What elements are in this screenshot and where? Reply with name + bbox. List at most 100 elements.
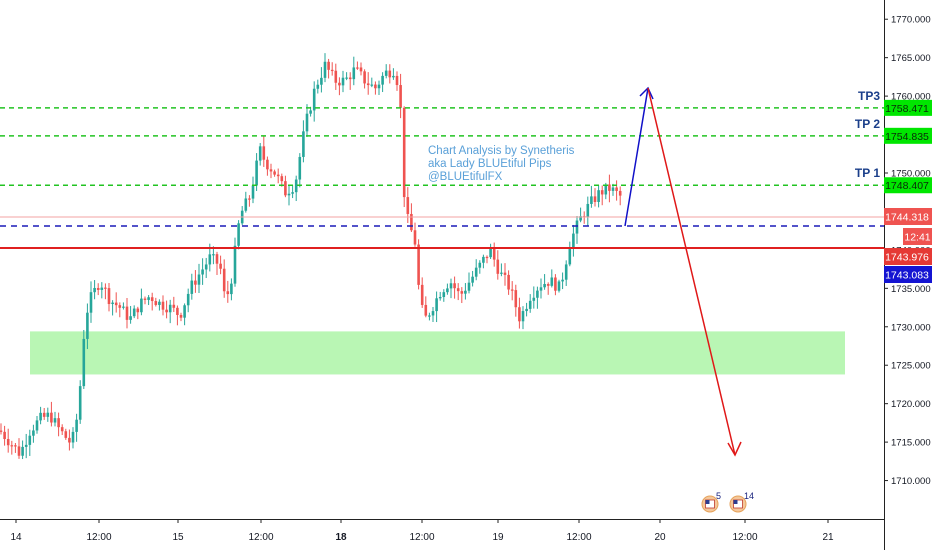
candle-body [244,198,248,211]
candle-body [442,292,446,297]
chart-annotation-line: Chart Analysis by Synetheris [428,145,575,157]
target-name-label: TP 2 [855,117,880,131]
current-price-value: 1744.318 [885,212,929,224]
projection-down-arrow [647,87,736,456]
candle-body [0,430,3,432]
candle-body [312,88,316,111]
target-price-badge [884,127,932,144]
candle-body [370,84,374,86]
candle-body [46,412,50,417]
candle-body [316,84,320,89]
candle-body [554,277,557,291]
candle-body [194,280,197,285]
x-tick-label: 12:00 [732,532,757,543]
candle-body [464,290,467,294]
candle-body [309,110,312,114]
candle-body [6,439,10,446]
candle-body [424,304,428,316]
candle-body [413,230,417,245]
candle-body [125,306,129,320]
candle-body [10,445,14,447]
entry-price-badge [884,266,932,283]
candle-body [460,291,464,294]
candle-body [100,287,104,290]
candle-body [604,184,608,195]
x-tick-label: 12:00 [566,532,591,543]
candle-body [262,146,266,160]
candle-body [327,61,330,70]
countdown-value: 12:41 [904,232,930,244]
x-tick-label: 21 [822,532,834,543]
candle-body [474,267,478,277]
candle-body [298,156,302,180]
candle-body [233,245,237,284]
candle-body [363,71,366,84]
candle-body [53,418,57,423]
candle-body [528,300,532,309]
candle-body [114,302,118,306]
stop-price-badge [884,248,932,265]
candle-body [471,276,474,283]
candle-body [420,284,424,305]
candle-body [496,259,500,274]
arrow-down-head [727,441,742,457]
candle-body [352,67,356,80]
candle-body [24,444,28,447]
candle-body [550,277,554,286]
candle-body [543,283,546,288]
candle-body [93,287,96,293]
candle-body [150,297,154,302]
target-price-badge [884,177,932,194]
candle-body [122,306,125,308]
candle-body [564,264,568,280]
entry-price-value: 1743.083 [885,270,929,282]
candle-body [287,193,291,196]
candle-body [255,160,258,186]
candle-body [334,70,338,83]
target-price-value: 1754.835 [885,131,929,143]
candle-body [215,254,219,264]
candle-body [71,431,75,443]
candle-body [273,171,276,175]
candle-body [417,244,420,285]
candle-body [446,288,449,293]
candle-body [78,386,82,420]
candle-body [230,283,233,295]
candle-body [600,190,604,195]
x-tick-label: 12:00 [409,532,434,543]
candle-body [226,291,230,295]
candle-body [500,272,503,274]
candle-body [190,280,194,294]
candle-body [514,290,518,308]
candle-body [410,213,413,231]
current-price-badge [884,208,932,225]
candle-body [179,314,183,318]
candle-body [266,159,269,170]
candle-body [482,256,485,263]
candle-body [356,67,359,69]
candle-body [294,179,298,193]
candle-body [86,312,89,339]
candle-body [14,445,17,447]
y-tick-label: 1735.000 [891,284,931,295]
target-price-value: 1758.471 [885,103,929,115]
y-tick-label: 1720.000 [891,399,931,410]
candle-body [129,316,132,320]
candle-body [96,287,100,290]
candle-body [104,287,107,289]
candle-body [158,301,161,305]
candle-body [111,302,114,305]
candle-body [204,264,208,270]
y-tick-label: 1765.000 [891,53,931,64]
stop-price-value: 1743.976 [885,252,929,264]
candle-body [154,301,158,305]
y-tick-label: 1710.000 [891,476,931,487]
candle-body [572,233,575,249]
candle-body [197,274,201,285]
candle-body [284,181,287,196]
candle-body [161,301,165,310]
candle-body [201,269,204,275]
candle-body [428,315,431,317]
candle-body [485,256,489,259]
